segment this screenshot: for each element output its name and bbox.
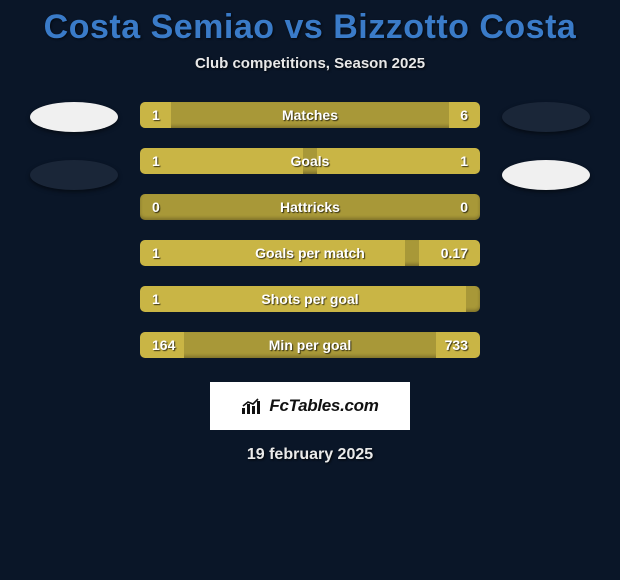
stat-label: Hattricks [280, 199, 340, 215]
stat-value-left: 0 [152, 199, 160, 215]
player-ellipse [30, 102, 118, 132]
player-ellipse [502, 160, 590, 190]
watermark-box: FcTables.com [210, 382, 410, 430]
page-title: Costa Semiao vs Bizzotto Costa [0, 8, 620, 47]
left-player-ellipses [24, 102, 124, 190]
stat-bars: 1 6 Matches 1 1 Goals 0 0 Hattricks 1 0.17 Goals pe… [140, 102, 480, 358]
stat-label: Shots per goal [261, 291, 358, 307]
right-player-ellipses [496, 102, 596, 190]
stat-value-right: 0 [460, 199, 468, 215]
stat-row: 1 Shots per goal [140, 286, 480, 312]
stat-value-right: 6 [460, 107, 468, 123]
watermark-text: FcTables.com [269, 396, 378, 416]
stat-bar-left [140, 148, 303, 174]
chart-icon [241, 397, 263, 415]
stat-row: 1 0.17 Goals per match [140, 240, 480, 266]
subtitle: Club competitions, Season 2025 [0, 55, 620, 72]
stat-row: 1 1 Goals [140, 148, 480, 174]
comparison-card: Costa Semiao vs Bizzotto Costa Club comp… [0, 0, 620, 464]
stat-label: Goals [291, 153, 330, 169]
player-ellipse [30, 160, 118, 190]
stat-value-left: 1 [152, 245, 160, 261]
stat-value-left: 1 [152, 107, 160, 123]
stat-label: Min per goal [269, 337, 351, 353]
stat-value-left: 1 [152, 153, 160, 169]
stat-value-left: 1 [152, 291, 160, 307]
stat-row: 164 733 Min per goal [140, 332, 480, 358]
stat-label: Goals per match [255, 245, 365, 261]
stat-row: 1 6 Matches [140, 102, 480, 128]
stat-value-right: 0.17 [441, 245, 468, 261]
stat-value-right: 1 [460, 153, 468, 169]
stat-bar-right [317, 148, 480, 174]
stat-label: Matches [282, 107, 338, 123]
date-label: 19 february 2025 [0, 446, 620, 464]
player-ellipse [502, 102, 590, 132]
stats-area: 1 6 Matches 1 1 Goals 0 0 Hattricks 1 0.17 Goals pe… [0, 102, 620, 358]
stat-value-right: 733 [445, 337, 468, 353]
stat-value-left: 164 [152, 337, 175, 353]
stat-row: 0 0 Hattricks [140, 194, 480, 220]
